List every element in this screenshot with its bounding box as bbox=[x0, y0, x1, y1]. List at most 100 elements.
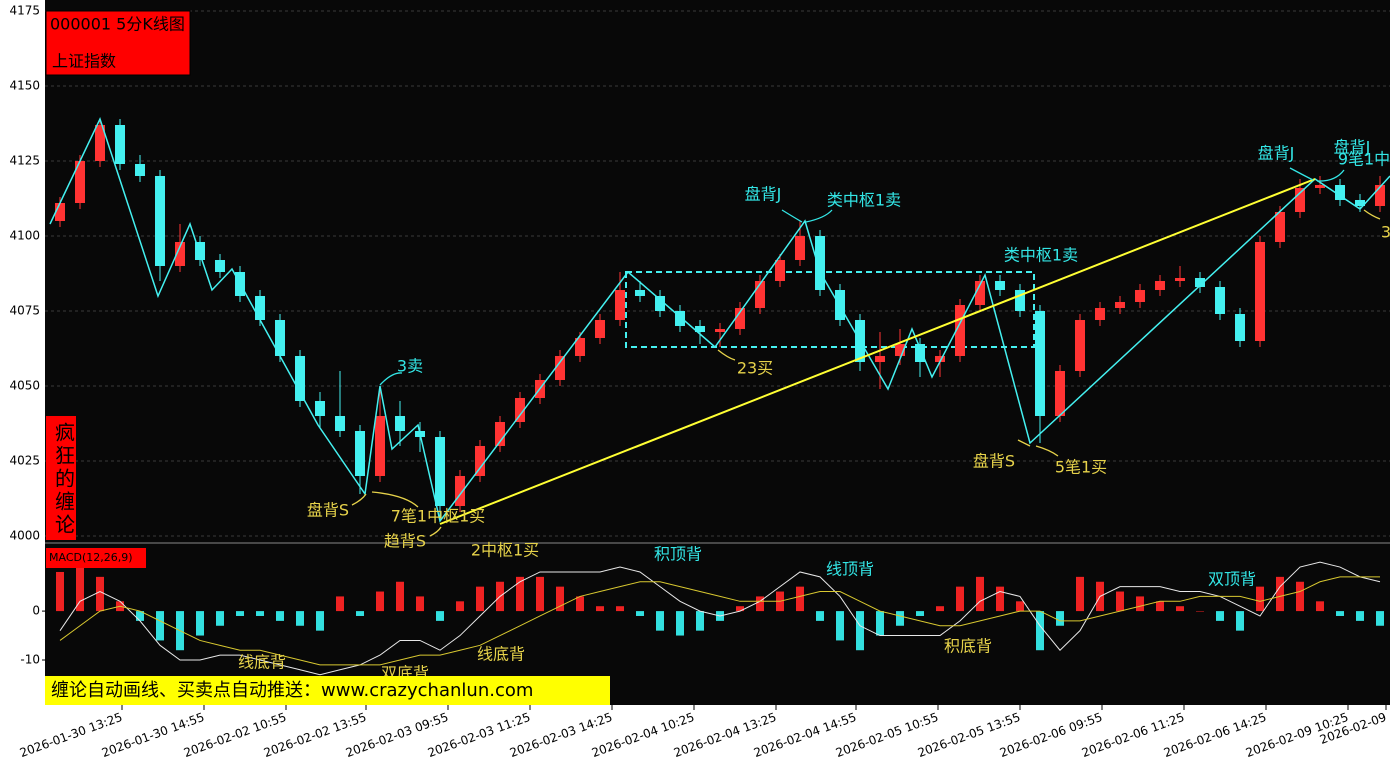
candle-body bbox=[435, 437, 445, 506]
macd-bar bbox=[316, 611, 324, 631]
macd-bar bbox=[976, 576, 984, 612]
zone-box bbox=[625, 271, 1035, 348]
macd-bar bbox=[536, 576, 544, 612]
candle-body bbox=[1295, 188, 1305, 212]
arrows bbox=[351, 167, 1381, 537]
macd-bar bbox=[56, 571, 64, 612]
candle-body bbox=[475, 446, 485, 476]
macd-bar bbox=[256, 611, 264, 616]
candle-body bbox=[615, 290, 625, 320]
annotation: 23买 bbox=[737, 359, 773, 378]
macd-bar bbox=[1176, 606, 1184, 612]
arrow bbox=[805, 209, 833, 223]
macd-bar bbox=[1036, 611, 1044, 651]
macd-bar bbox=[336, 596, 344, 612]
candle-body bbox=[335, 416, 345, 431]
macd-bar bbox=[436, 611, 444, 621]
annotation: 线顶背 bbox=[826, 560, 874, 579]
macd-bar bbox=[656, 611, 664, 631]
arrow bbox=[1035, 445, 1059, 457]
candle-body bbox=[995, 281, 1005, 290]
banner-text: 缠论自动画线、买卖点自动推送：www.crazychanlun.com bbox=[51, 680, 533, 701]
candle-body bbox=[295, 356, 305, 401]
candle-body bbox=[1175, 278, 1185, 281]
candle-body bbox=[195, 242, 205, 260]
y-tick-label: 4100 bbox=[9, 229, 40, 243]
macd-bar bbox=[596, 606, 604, 612]
macd-bar bbox=[216, 611, 224, 626]
macd-bar bbox=[1156, 601, 1164, 612]
annotation: 盘背S bbox=[973, 452, 1015, 471]
y-tick-label: 4050 bbox=[9, 379, 40, 393]
macd-bar bbox=[1136, 596, 1144, 612]
candle-body bbox=[255, 296, 265, 320]
candle-body bbox=[155, 176, 165, 266]
macd-bar bbox=[1276, 576, 1284, 612]
macd-bar bbox=[76, 567, 84, 612]
trend-line bbox=[439, 178, 1316, 525]
candle-body bbox=[1215, 287, 1225, 314]
candle-body bbox=[1055, 371, 1065, 416]
macd-bar bbox=[576, 596, 584, 612]
macd-line bbox=[59, 561, 1381, 676]
macd-bar bbox=[376, 591, 384, 612]
candle-body bbox=[1375, 185, 1385, 206]
macd-bar bbox=[736, 606, 744, 612]
chart-title: 000001 5分K线图 bbox=[50, 15, 185, 34]
candle-body bbox=[1115, 302, 1125, 308]
macd-bar bbox=[696, 611, 704, 631]
macd-bar bbox=[816, 611, 824, 621]
arrow bbox=[371, 491, 419, 508]
macd-bar bbox=[876, 611, 884, 636]
macd-bar bbox=[516, 576, 524, 612]
candle-body bbox=[935, 356, 945, 362]
candle-body bbox=[1275, 212, 1285, 242]
annotation: 双顶背 bbox=[1208, 570, 1256, 589]
macd-title-box bbox=[46, 548, 146, 568]
candle-body bbox=[1035, 311, 1045, 416]
annotation: 线底背 bbox=[238, 653, 286, 672]
annotation: 盘背S bbox=[307, 501, 349, 520]
y-tick-label: 4125 bbox=[9, 154, 40, 168]
macd-bar bbox=[276, 611, 284, 621]
macd-bar bbox=[616, 606, 624, 612]
candle-body bbox=[1155, 281, 1165, 290]
macd-bar bbox=[936, 606, 944, 612]
macd-bar bbox=[416, 596, 424, 612]
macd-bar bbox=[1056, 611, 1064, 626]
candle-body bbox=[635, 290, 645, 296]
annotation: 类中枢1卖 bbox=[827, 191, 901, 210]
candle-body bbox=[1095, 308, 1105, 320]
candle-body bbox=[875, 356, 885, 362]
arrow bbox=[379, 372, 403, 386]
macd-bar bbox=[1316, 601, 1324, 612]
annotation: 3卖 bbox=[397, 357, 423, 376]
candle-body bbox=[1135, 290, 1145, 302]
macd-bar bbox=[456, 601, 464, 612]
candle-body bbox=[55, 203, 65, 221]
annotation: 3 bbox=[1381, 223, 1390, 242]
candle-body bbox=[455, 476, 465, 506]
macd-bar bbox=[1116, 591, 1124, 612]
annotation: 类中枢1卖 bbox=[1004, 246, 1078, 265]
macd-bar bbox=[1376, 611, 1384, 626]
candle-body bbox=[495, 422, 505, 446]
candle-body bbox=[95, 125, 105, 161]
y-tick-label: 4150 bbox=[9, 79, 40, 93]
candle-body bbox=[115, 125, 125, 164]
macd-bar bbox=[1256, 586, 1264, 612]
macd-bar bbox=[956, 586, 964, 612]
arrow bbox=[1316, 169, 1345, 182]
y-tick-label: -10 bbox=[20, 653, 40, 667]
macd-bar bbox=[296, 611, 304, 626]
arrow bbox=[1363, 209, 1381, 220]
candle-body bbox=[675, 311, 685, 326]
macd-line bbox=[59, 576, 1380, 666]
macd-bar bbox=[356, 611, 364, 616]
candle-body bbox=[75, 161, 85, 203]
candle-body bbox=[135, 164, 145, 176]
macd-bar bbox=[196, 611, 204, 636]
macd-bar bbox=[996, 586, 1004, 612]
candle-body bbox=[275, 320, 285, 356]
y-tick-label: 0 bbox=[32, 604, 40, 618]
